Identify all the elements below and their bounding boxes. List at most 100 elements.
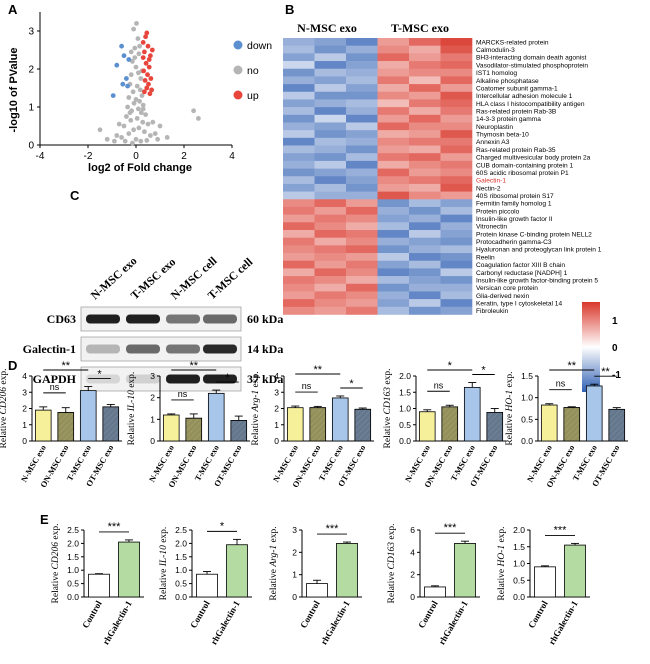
volcano-point-no <box>143 112 148 117</box>
heatmap-cell <box>315 284 347 292</box>
bar-y-tick-label: 1 <box>150 414 155 424</box>
bar-y-tick-label: 1.5 <box>67 552 79 562</box>
heatmap-cell <box>409 153 441 161</box>
heatmap-row-label: 60S acidic ribosomal protein P1 <box>476 170 569 177</box>
blot-size-label: 60 kDa <box>247 312 283 326</box>
volcano-point-no <box>158 124 163 129</box>
volcano-point-no <box>136 107 141 112</box>
heatmap-cell <box>283 245 315 253</box>
heatmap-cell <box>315 238 347 246</box>
heatmap-cell <box>346 115 378 123</box>
heatmap-cell <box>441 169 473 177</box>
heatmap-cell <box>441 253 473 261</box>
heatmap-cell <box>409 199 441 207</box>
volcano-x-tick-label: -4 <box>36 151 45 162</box>
heatmap-cell <box>315 184 347 192</box>
bar-y-tick-label: 3 <box>274 387 279 397</box>
y-label-prefix: Relative <box>497 567 507 601</box>
y-label-prefix: Relative <box>251 412 261 446</box>
heatmap-cell <box>409 146 441 154</box>
heatmap-cell <box>346 307 378 315</box>
bar <box>425 587 446 597</box>
heatmap-cell <box>346 92 378 100</box>
heatmap-cell <box>441 245 473 253</box>
blot-band <box>203 315 237 324</box>
heatmap-cell <box>283 199 315 207</box>
bar-y-tick-label: 1.5 <box>399 387 411 397</box>
heatmap-row-label: Charged multivesicular body protein 2a <box>476 155 591 162</box>
heatmap-cell <box>441 153 473 161</box>
heatmap-cell <box>283 153 315 161</box>
heatmap-cell <box>315 138 347 146</box>
volcano-point-up <box>150 48 155 53</box>
bar-category-label: rhGalectin-1 <box>437 599 470 647</box>
volcano-point-no <box>138 139 143 144</box>
heatmap-row-label: IST1 homolog <box>476 70 517 77</box>
heatmap-cell <box>315 69 347 77</box>
volcano-point-no <box>126 95 131 100</box>
heatmap-cell <box>315 291 347 299</box>
heatmap-row-label: Carbonyl reductase [NADPH] 1 <box>476 270 568 277</box>
bar <box>197 574 218 597</box>
bar-y-tick-label: 2 <box>292 547 297 557</box>
heatmap-cell <box>378 199 410 207</box>
bar <box>287 408 303 441</box>
blot-band <box>126 315 160 324</box>
bar-category-label: Control <box>188 599 212 630</box>
heatmap-cell <box>283 107 315 115</box>
volcano-point-no <box>117 122 122 127</box>
volcano-point-up <box>141 40 146 45</box>
blot-band <box>86 345 120 354</box>
bar-category-label: Control <box>298 599 322 630</box>
heatmap-cell <box>409 92 441 100</box>
heatmap-cell <box>283 268 315 276</box>
bar <box>208 393 224 441</box>
heatmap-cell <box>409 161 441 169</box>
bar-y-label: Relative Arg-1 exp. <box>269 526 279 600</box>
heatmap-cell <box>346 222 378 230</box>
heatmap-cell <box>441 53 473 61</box>
heatmap-cell <box>346 238 378 246</box>
y-label-suffix: exp. <box>251 371 261 389</box>
heatmap-cell <box>346 169 378 177</box>
heatmap-cell <box>315 307 347 315</box>
volcano-point-no <box>122 124 127 129</box>
heatmap-cell <box>315 76 347 84</box>
legend-dot-up <box>234 91 243 100</box>
volcano-point-no <box>130 141 135 146</box>
heatmap-cell <box>378 276 410 284</box>
bar-y-tick-label: 0 <box>410 592 415 602</box>
heatmap-cell <box>315 61 347 69</box>
bar <box>307 584 328 597</box>
bar-hatch-tint <box>442 407 458 441</box>
volcano-point-no <box>134 21 139 26</box>
heatmap-row-label: Annexin A3 <box>476 139 510 146</box>
y-label-prefix: Relative <box>51 569 61 603</box>
figure: A B C D E -log10 of PValue log2 of Fold … <box>0 0 650 664</box>
volcano-point-no <box>132 46 137 51</box>
volcano-point-no <box>131 27 136 32</box>
heatmap-cell <box>441 176 473 184</box>
bar-y-tick-label: 0.5 <box>175 579 187 589</box>
bar <box>464 387 480 441</box>
bar-y-tick-label: 1.0 <box>513 559 525 569</box>
volcano-point-down <box>124 76 129 81</box>
heatmap-cell <box>283 130 315 138</box>
heatmap-cell <box>378 115 410 123</box>
legend-dot-down <box>234 41 243 50</box>
volcano-x-tick-label: -2 <box>84 151 93 162</box>
heatmap-row-label: Coatomer subunit gamma-1 <box>476 85 558 92</box>
heatmap-cell <box>283 76 315 84</box>
bar-y-tick-label: 4 <box>22 371 27 381</box>
heatmap-cell <box>315 46 347 54</box>
heatmap-cell <box>378 261 410 269</box>
volcano-point-no <box>142 129 147 134</box>
volcano-point-no <box>148 133 153 138</box>
heatmap-cell <box>378 238 410 246</box>
heatmap-cell <box>378 207 410 215</box>
heatmap-cell <box>346 245 378 253</box>
volcano-point-up <box>142 50 147 55</box>
volcano-point-no <box>144 138 149 143</box>
heatmap-cell <box>283 169 315 177</box>
heatmap-cell <box>315 107 347 115</box>
